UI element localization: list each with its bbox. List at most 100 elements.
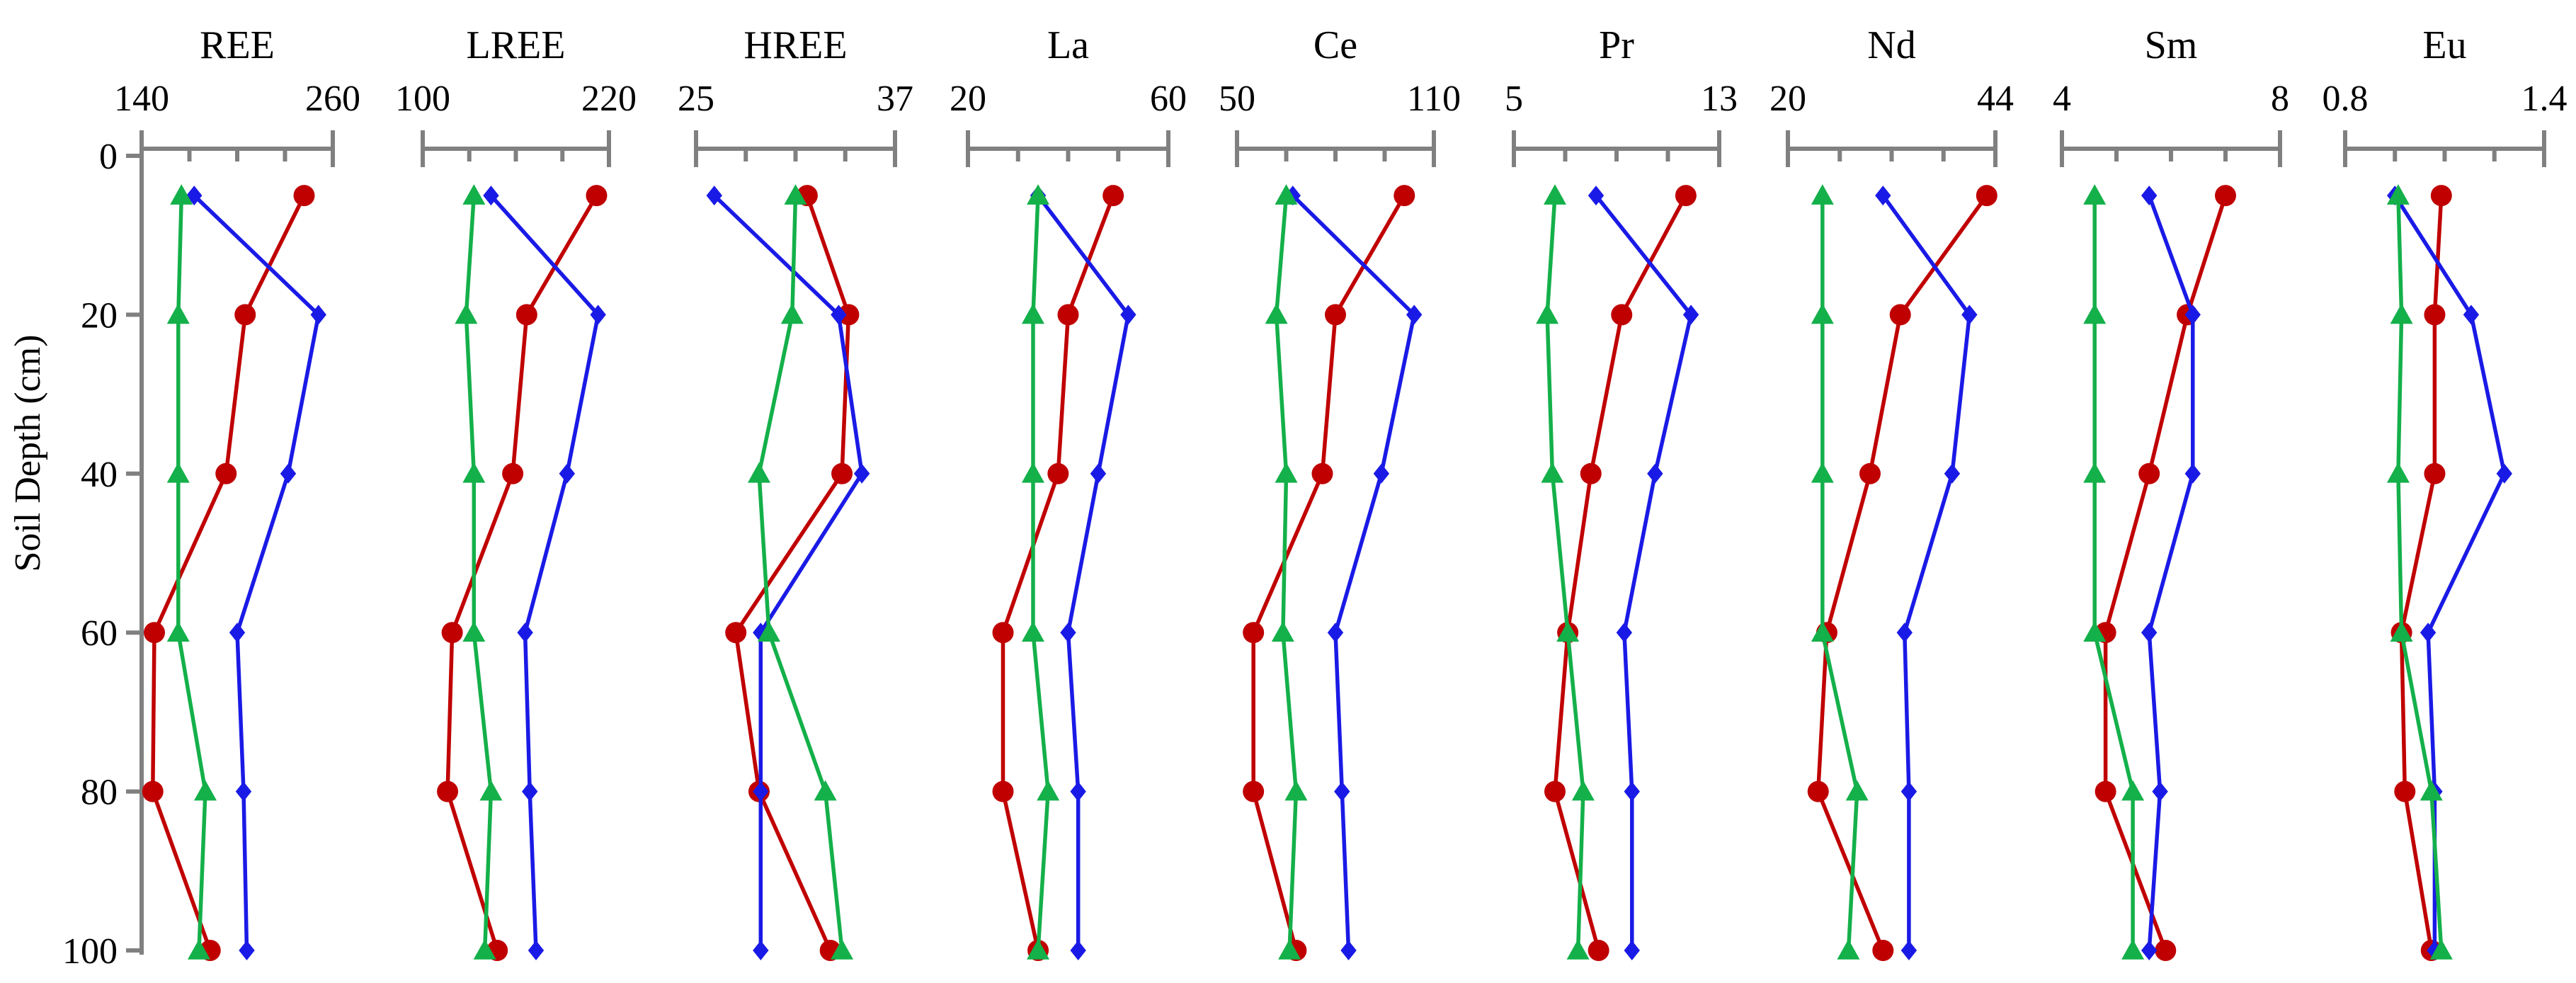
data-point [831,939,854,960]
data-point [753,781,769,802]
panel-nd: Nd 20 44 [1769,23,2014,961]
data-point [1872,940,1894,961]
x-tick-label-min: 0.8 [2323,79,2369,119]
data-point [1845,780,1869,801]
data-point [462,184,486,205]
panel-title: Sm [2145,23,2198,67]
data-point [229,623,246,643]
data-point [1556,621,1580,642]
data-point [1037,780,1060,801]
series-line-1 [1816,194,1989,952]
x-tick-label-max: 1.4 [2521,79,2568,119]
data-point [170,184,193,205]
data-point [473,939,496,960]
data-point [2390,621,2413,642]
data-point [1541,462,1564,483]
data-point [2083,184,2107,205]
data-point [293,185,315,207]
panel-title: Nd [1867,23,1915,67]
series-line-2 [1036,194,1131,950]
data-point [2155,940,2177,961]
data-point [1334,781,1350,802]
data-point [2141,623,2158,643]
series-line-1 [2103,195,2228,951]
data-point [838,304,860,326]
data-point [1580,462,1602,484]
data-point [1647,463,1663,484]
panel-title: LREE [467,23,566,67]
data-point [1311,462,1333,484]
x-tick-label-min: 50 [1219,79,1255,119]
panel-title: Ce [1313,23,1357,67]
data-point [1588,186,1605,206]
data-point [1021,303,1044,324]
panel-sm: Sm 4 8 [2053,23,2289,961]
data-point [2394,780,2416,802]
data-point [780,303,804,324]
data-point [1900,781,1917,802]
data-point [753,941,769,960]
x-tick-label-max: 13 [1701,79,1738,119]
data-point [992,622,1014,644]
x-tick-label-min: 20 [1769,79,1806,119]
panel-ce: Ce 50 110 [1219,23,1461,961]
data-point [1265,303,1288,324]
data-point [2095,780,2116,802]
series-line-3 [757,195,844,951]
series-line-3 [2396,195,2444,951]
series-line-1 [1251,194,1406,951]
x-tick-label-max: 44 [1977,79,2014,119]
x-tick-label-min: 5 [1505,79,1523,119]
data-point [1070,941,1086,960]
data-point [586,185,608,207]
series-line-1 [1553,194,1688,951]
data-point [455,303,478,324]
data-point [1406,305,1423,325]
y-tick-label: 100 [62,931,118,972]
data-point [1275,462,1298,483]
data-point [1566,939,1590,960]
y-tick-label: 20 [81,295,118,336]
data-point [1373,463,1390,484]
data-point [1325,304,1346,326]
data-point [1340,941,1357,960]
data-point [166,621,190,642]
data-point [1675,185,1697,207]
panel-la: La 20 60 [950,23,1187,961]
data-point [2152,781,2168,802]
data-point [831,305,847,325]
data-point [2141,186,2158,206]
data-point [2121,939,2145,960]
y-tick-label: 80 [81,773,118,813]
data-point [194,780,217,801]
series-line-3 [1545,195,1585,951]
data-point [1327,623,1344,643]
data-point [310,305,326,325]
data-point [1271,621,1294,642]
x-tick-label-min: 20 [950,79,986,119]
data-point [1571,780,1595,801]
panel-hree: HREE 25 37 [678,23,913,961]
data-point [853,463,870,484]
series-line-3 [464,195,494,951]
series-line-2 [2147,195,2195,951]
data-point [1060,623,1076,643]
data-point [1588,940,1609,961]
data-point [590,305,606,325]
data-point [1811,184,1834,205]
data-point [441,622,463,644]
data-point [2429,939,2453,960]
y-axis-title: Soil Depth (cm) [8,334,48,572]
data-point [1275,184,1298,205]
panel-title: La [1047,23,1089,67]
data-point [2184,463,2201,484]
series-line-1 [734,195,851,952]
series-line-3 [2092,195,2135,950]
data-point [2496,463,2512,484]
data-point [2386,184,2410,205]
data-point [166,462,190,483]
data-point [215,462,237,484]
data-point [528,941,545,960]
series-line-2 [1881,194,1972,950]
